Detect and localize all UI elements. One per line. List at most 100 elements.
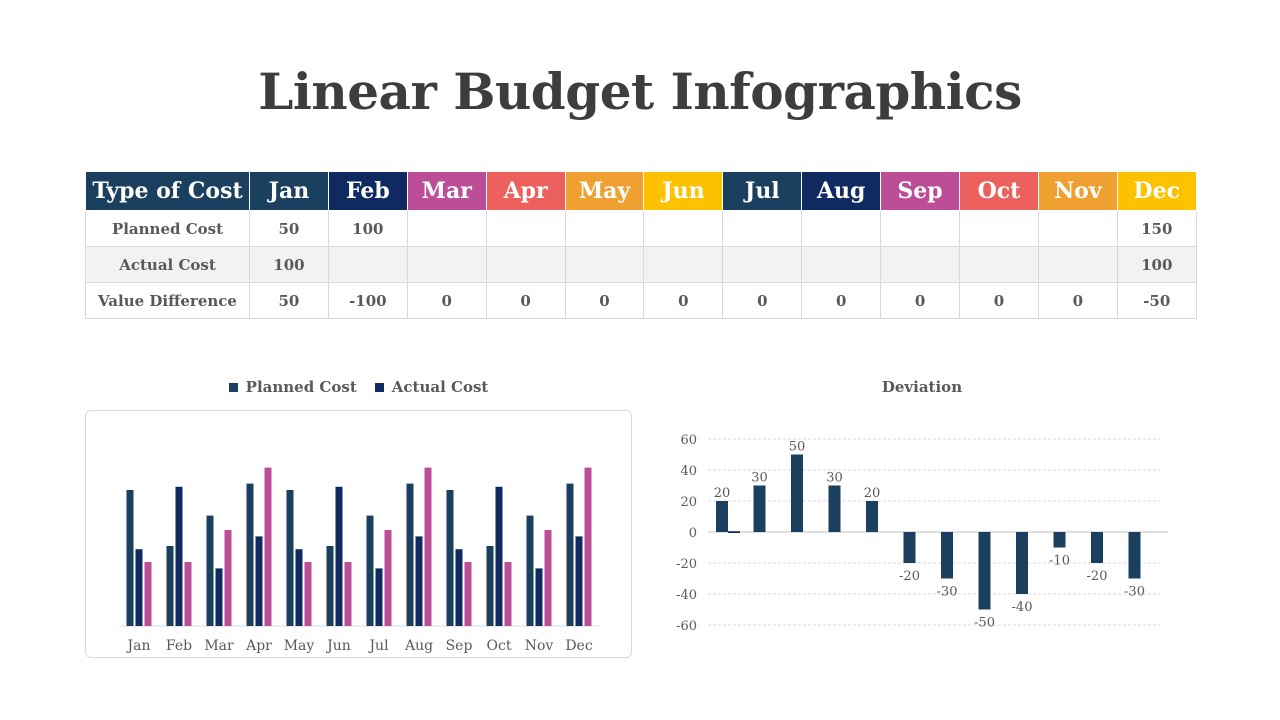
deviation-bar [716,501,728,532]
table-cell [801,246,882,283]
table-cell: 0 [485,282,566,319]
data-label: -10 [1049,554,1070,569]
cost-bar [246,483,254,626]
table-cell: 150 [1116,210,1197,247]
cost-bar [575,536,583,626]
deviation-bar [1091,532,1103,563]
data-label: 50 [789,440,806,455]
x-tick-label: Aug [404,638,433,654]
legend-item-actual: Actual Cost [374,378,488,396]
header-month: Nov [1037,171,1118,211]
table-cell: 0 [406,282,487,319]
table-cell [327,246,408,283]
x-tick-label: Jan [126,638,151,654]
cost-bar [424,467,432,626]
table-cell: 100 [249,246,329,283]
table-row: Actual Cost 100 100 [85,246,1197,283]
y-tick-label: 0 [689,526,697,541]
cost-bar [335,486,343,626]
x-tick-label: May [284,638,315,654]
table-cell [485,246,566,283]
x-tick-label: Mar [204,638,234,654]
cost-bar [264,467,272,626]
header-month: Jan [249,171,329,211]
cost-bar [366,515,374,626]
table-cell: 100 [327,210,408,247]
header-month: Mar [406,171,487,211]
cost-bar [126,490,134,626]
table-cell [959,246,1039,283]
x-tick-label: Jun [325,638,351,654]
budget-table: Type of Cost Jan Feb Mar Apr May Jun Jul… [85,171,1197,319]
cost-bar [144,562,152,626]
cost-bar [384,530,392,626]
chart-legend: Planned Cost Actual Cost [85,378,632,396]
header-type-of-cost: Type of Cost [85,171,250,211]
table-cell: 0 [564,282,645,319]
cost-bar [406,483,414,626]
deviation-bar [1016,532,1028,594]
cost-bar [206,515,214,626]
y-tick-label: 40 [680,464,697,479]
legend-swatch-planned [228,382,238,392]
cost-bar [584,467,592,626]
legend-swatch-actual [374,382,384,392]
cost-bar [544,530,552,626]
cost-bar [215,568,223,626]
cost-bar [486,546,494,626]
deviation-bar [791,454,803,532]
table-cell [722,210,803,247]
data-label: -30 [937,585,958,600]
cost-bar [464,562,472,626]
header-month: May [564,171,645,211]
row-label: Planned Cost [85,210,250,247]
table-cell [801,210,882,247]
table-cell [722,246,803,283]
cost-bar [255,536,263,626]
table-cell [1037,210,1118,247]
y-tick-label: 60 [680,433,697,448]
x-tick-label: Feb [166,638,192,654]
cost-bar [344,562,352,626]
secondary-bar [728,531,740,533]
y-tick-label: -60 [676,619,697,634]
cost-bar [184,562,192,626]
data-label: -30 [1124,585,1145,600]
data-label: -20 [899,569,920,584]
table-cell: 100 [1116,246,1197,283]
row-label: Actual Cost [85,246,250,283]
table-cell [485,210,566,247]
legend-label-planned: Planned Cost [245,378,357,396]
x-tick-label: Nov [525,638,554,654]
table-row: Value Difference 50 -100 0 0 0 0 0 0 0 0… [85,282,1197,319]
table-cell [643,210,724,247]
y-tick-label: -40 [676,588,697,603]
table-cell [643,246,724,283]
deviation-bar [978,532,991,610]
data-label: 20 [714,486,731,501]
header-month: Jul [722,171,803,211]
cost-bar [535,568,543,626]
data-label: 30 [826,471,843,486]
deviation-bar [753,485,766,532]
data-label: -50 [974,616,995,631]
table-cell: 50 [249,210,329,247]
data-label: -40 [1012,600,1033,615]
y-tick-label: 20 [680,495,697,510]
legend-item-planned: Planned Cost [228,378,357,396]
x-tick-label: Sep [446,638,473,654]
x-tick-label: Dec [565,638,593,654]
cost-chart-panel: Jan Feb Mar Apr May Jun Jul Aug Sep Oct Nov Dec [85,410,632,658]
table-cell: 50 [249,282,329,319]
table-cell [564,210,645,247]
cost-bar [135,549,143,626]
cost-bar [326,546,334,626]
cost-bar-chart: Jan Feb Mar Apr May Jun Jul Aug Sep Oct Nov Dec [119,467,599,654]
table-cell [406,246,487,283]
y-tick-label: -20 [676,557,697,572]
table-cell: -100 [327,282,408,319]
x-tick-label: Oct [487,638,512,654]
table-cell [406,210,487,247]
header-month: Aug [801,171,882,211]
header-month: Sep [880,171,961,211]
